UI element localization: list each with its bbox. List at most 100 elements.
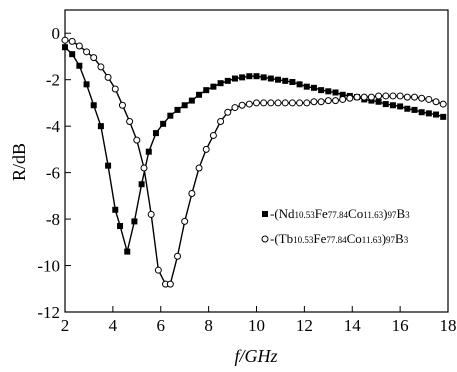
x-tick-label: 12 [296, 316, 313, 335]
data-point [260, 74, 267, 81]
data-point [303, 83, 310, 90]
data-point [138, 181, 145, 188]
data-point [375, 92, 383, 100]
data-point [105, 162, 112, 169]
x-tick-label: 18 [440, 316, 457, 335]
data-point [231, 104, 239, 112]
legend-item: -(Nd10.53Fe77.84Co11.63)97B3 [262, 206, 410, 221]
data-point [181, 217, 189, 225]
data-point [331, 97, 339, 105]
data-point [353, 93, 361, 101]
data-point [147, 210, 155, 218]
x-tick-label: 4 [109, 316, 118, 335]
x-axis-ticks: 2 4 6 8 10 12 14 16 18 [61, 306, 457, 335]
data-point [188, 190, 196, 198]
data-point [133, 136, 141, 144]
x-tick-label: 8 [204, 316, 213, 335]
data-point [389, 92, 397, 100]
data-point [253, 99, 260, 107]
data-point [360, 93, 368, 101]
y-tick-label: 0 [52, 24, 61, 43]
x-tick-label: 10 [248, 316, 265, 335]
data-point [69, 51, 76, 58]
data-point [275, 76, 282, 83]
data-point [68, 37, 76, 45]
data-point [425, 110, 432, 117]
data-point [224, 108, 232, 116]
data-point [339, 91, 346, 98]
data-point [317, 98, 325, 106]
y-tick-label: -2 [46, 71, 60, 90]
data-point [245, 100, 253, 108]
x-axis-title: f/GHz [234, 346, 277, 366]
data-point [145, 148, 152, 155]
data-point [112, 206, 119, 213]
data-point [90, 54, 98, 62]
legend-item: -(Tb10.53Fe77.84Co11.63)97B3 [261, 231, 409, 246]
data-point [325, 88, 332, 95]
data-point [76, 62, 83, 69]
legend-label: -(Tb10.53Fe77.84Co11.63)97B3 [270, 231, 409, 246]
series-1 [62, 44, 447, 255]
data-point [160, 120, 167, 127]
data-point [410, 93, 418, 101]
data-point [174, 106, 181, 113]
data-point [253, 73, 260, 80]
data-point [418, 94, 426, 102]
data-point [274, 99, 282, 107]
data-point [97, 123, 104, 130]
legend: -(Nd10.53Fe77.84Co11.63)97B3 -(Tb10.53Fe7… [261, 206, 410, 246]
series-layer [61, 36, 447, 288]
y-tick-label: -12 [37, 303, 60, 322]
data-point [126, 118, 134, 126]
data-point [440, 113, 447, 120]
y-axis-title: R/dB [9, 143, 29, 181]
data-point [332, 89, 339, 96]
data-point [403, 93, 411, 101]
data-point [433, 111, 440, 118]
data-point [203, 87, 210, 94]
legend-marker [262, 211, 268, 217]
data-point [303, 99, 311, 107]
data-point [209, 131, 217, 139]
data-point [62, 44, 68, 51]
y-axis-ticks: 0 -2 -4 -6 -8 -10 -12 [37, 24, 71, 322]
data-point [425, 95, 433, 103]
data-point [281, 99, 289, 107]
data-point [75, 42, 83, 50]
data-point [239, 74, 246, 81]
x-tick-label: 6 [157, 316, 166, 335]
data-point [346, 94, 354, 102]
data-point [310, 98, 318, 106]
data-point [188, 97, 195, 104]
data-point [181, 102, 188, 109]
data-point [217, 118, 225, 126]
data-point [411, 106, 418, 113]
data-point [439, 100, 447, 108]
data-point [310, 84, 317, 91]
y-tick-label: -10 [37, 257, 60, 276]
data-point [83, 48, 91, 56]
data-point [432, 98, 440, 106]
data-point [97, 63, 105, 71]
data-point [296, 81, 303, 88]
plot-frame [64, 9, 449, 313]
data-point [231, 75, 238, 82]
y-tick-label: -8 [46, 210, 60, 229]
data-point [217, 80, 224, 87]
data-point [404, 105, 411, 112]
data-point [260, 99, 268, 107]
data-point [140, 164, 148, 172]
data-point [289, 79, 296, 86]
y-tick-label: -6 [46, 164, 60, 183]
data-point [375, 98, 382, 105]
data-point [389, 102, 396, 109]
data-point [154, 266, 162, 274]
data-point [174, 252, 182, 260]
data-point [61, 36, 69, 44]
data-point [83, 81, 90, 88]
data-point [246, 73, 253, 80]
data-point [118, 101, 126, 109]
data-point [167, 112, 174, 119]
